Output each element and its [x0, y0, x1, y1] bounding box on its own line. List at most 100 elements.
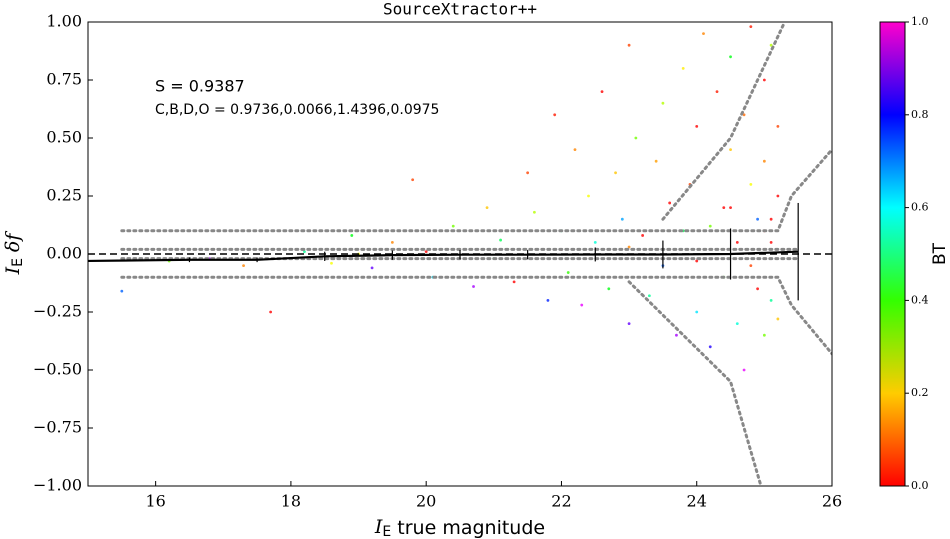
dotted-line — [120, 275, 832, 356]
point — [715, 90, 719, 93]
point — [776, 317, 780, 321]
point — [330, 261, 333, 265]
point — [451, 224, 455, 228]
point — [627, 43, 631, 47]
point — [533, 210, 536, 214]
point — [735, 322, 739, 325]
y-tick-label: 0.75 — [46, 70, 82, 89]
annotation: S = 0.9387 — [155, 77, 245, 96]
x-label-subscript: E — [382, 524, 391, 539]
point — [390, 241, 394, 244]
point — [695, 310, 699, 314]
point — [729, 206, 732, 210]
colorbar-label: BT — [930, 242, 950, 265]
x-label-symbol: I — [374, 516, 383, 538]
point — [695, 125, 699, 128]
y-axis-label: IEδf — [2, 231, 26, 276]
y-tick-label: 0.25 — [46, 186, 82, 205]
point — [242, 264, 245, 267]
point — [769, 241, 773, 244]
point — [573, 148, 577, 152]
colorbar-tick-label: 0.6 — [911, 201, 929, 214]
point — [120, 289, 124, 293]
chart-title: SourceXtractor++ — [383, 0, 537, 19]
point — [303, 250, 306, 254]
point — [485, 206, 489, 210]
point — [661, 101, 665, 105]
point — [681, 67, 685, 70]
point — [647, 294, 651, 298]
point — [668, 201, 672, 205]
colorbar-tick-label: 0.0 — [911, 479, 929, 492]
point — [620, 217, 624, 221]
colorbar-tick-label: 0.4 — [911, 293, 929, 306]
y-label-text: δf — [2, 231, 24, 252]
point — [729, 148, 732, 152]
point — [627, 322, 631, 325]
x-tick-label: 24 — [687, 492, 707, 511]
x-tick-label: 20 — [416, 492, 436, 511]
point — [614, 171, 617, 175]
colorbar-tick-label: 0.8 — [911, 108, 929, 121]
point — [566, 271, 570, 274]
point — [593, 241, 597, 244]
point — [742, 113, 746, 117]
y-label-subscript: E — [10, 258, 26, 267]
x-tick-label: 26 — [822, 492, 842, 511]
y-tick-label: 0.00 — [46, 244, 82, 263]
point — [654, 159, 658, 163]
point — [762, 159, 766, 163]
point — [472, 285, 475, 288]
point — [634, 136, 638, 140]
point — [729, 55, 732, 59]
dotted-line — [661, 22, 787, 221]
plot-area — [88, 22, 832, 486]
point — [735, 241, 739, 244]
point — [370, 266, 374, 270]
point — [587, 194, 590, 198]
point — [499, 238, 502, 242]
point — [553, 113, 557, 117]
y-tick-label: 0.50 — [46, 128, 82, 147]
point — [769, 217, 773, 221]
y-tick-label: 1.00 — [46, 12, 82, 31]
dotted-line — [120, 148, 832, 233]
point — [776, 125, 780, 128]
point — [756, 287, 759, 291]
colorbar-tick-label: 1.0 — [911, 15, 929, 28]
point — [762, 78, 766, 82]
point — [580, 303, 584, 307]
point — [546, 299, 550, 302]
point — [742, 368, 746, 372]
y-tick-label: −1.00 — [33, 476, 82, 495]
point — [350, 234, 354, 237]
point — [749, 264, 753, 267]
point — [769, 299, 773, 302]
point — [526, 171, 530, 175]
x-tick-label: 22 — [551, 492, 571, 511]
x-label-text: true magnitude — [397, 517, 545, 539]
x-tick-label: 16 — [145, 492, 165, 511]
point — [762, 333, 766, 337]
point — [675, 333, 678, 337]
y-label-symbol: I — [2, 266, 24, 275]
point — [708, 345, 712, 349]
point — [702, 32, 705, 35]
colorbar — [879, 21, 906, 487]
y-tick-label: −0.25 — [33, 302, 82, 321]
x-tick-label: 18 — [281, 492, 301, 511]
point — [627, 245, 631, 249]
point — [600, 90, 604, 93]
dotted-line — [627, 280, 763, 486]
point — [776, 194, 780, 198]
point — [708, 224, 712, 228]
y-tick-label: −0.50 — [33, 360, 82, 379]
annotation: C,B,D,O = 0.9736,0.0066,1.4396,0.0975 — [155, 102, 439, 118]
point — [512, 280, 516, 284]
point — [695, 259, 699, 263]
point — [749, 183, 753, 186]
point — [769, 43, 773, 47]
point — [411, 178, 415, 182]
